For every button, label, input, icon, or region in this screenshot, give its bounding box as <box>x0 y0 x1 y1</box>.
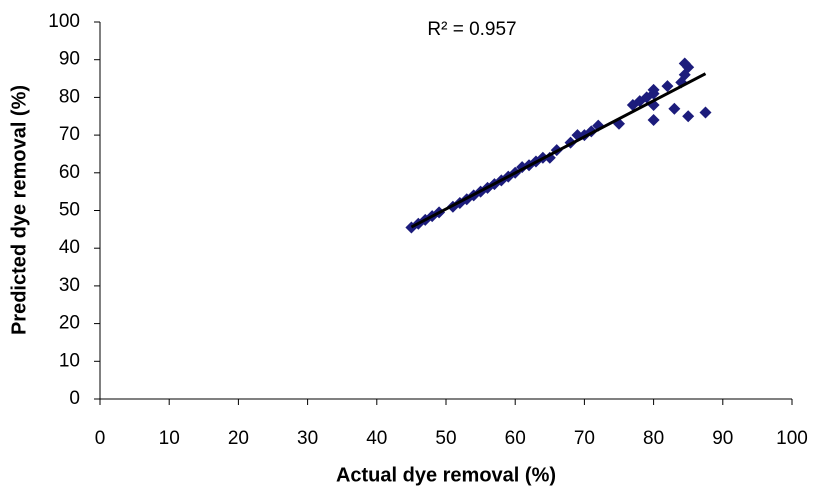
y-tick-label: 20 <box>59 313 80 334</box>
point <box>682 110 695 123</box>
x-tick-label: 100 <box>776 428 808 449</box>
y-tick-label: 30 <box>59 275 80 296</box>
x-tick-label: 50 <box>435 428 456 449</box>
point <box>678 57 691 70</box>
y-tick-label: 40 <box>59 237 80 258</box>
point <box>699 106 712 119</box>
point <box>661 80 674 93</box>
point <box>668 102 681 115</box>
annotation: R² = 0.957 <box>427 19 516 40</box>
x-axis-title: Actual dye removal (%) <box>336 464 556 486</box>
y-tick-label: 90 <box>59 49 80 70</box>
y-tick-label: 80 <box>59 86 80 107</box>
point <box>682 61 695 74</box>
y-axis-title: Predicted dye removal (%) <box>8 85 30 335</box>
point <box>647 114 660 127</box>
y-tick-label: 10 <box>59 350 80 371</box>
x-tick-label: 90 <box>712 428 733 449</box>
x-tick-label: 40 <box>366 428 387 449</box>
y-tick-label: 50 <box>59 200 80 221</box>
trendline <box>410 72 707 229</box>
y-tick-label: 70 <box>59 124 80 145</box>
x-tick-label: 70 <box>574 428 595 449</box>
x-tick-label: 20 <box>228 428 249 449</box>
y-tick-label: 100 <box>48 11 80 32</box>
y-tick-label: 0 <box>69 388 80 409</box>
x-tick-label: 0 <box>95 428 106 449</box>
point <box>647 83 660 96</box>
x-tick-label: 60 <box>505 428 526 449</box>
x-tick-label: 80 <box>643 428 664 449</box>
y-tick-label: 60 <box>59 162 80 183</box>
x-tick-label: 30 <box>297 428 318 449</box>
x-tick-label: 10 <box>159 428 180 449</box>
